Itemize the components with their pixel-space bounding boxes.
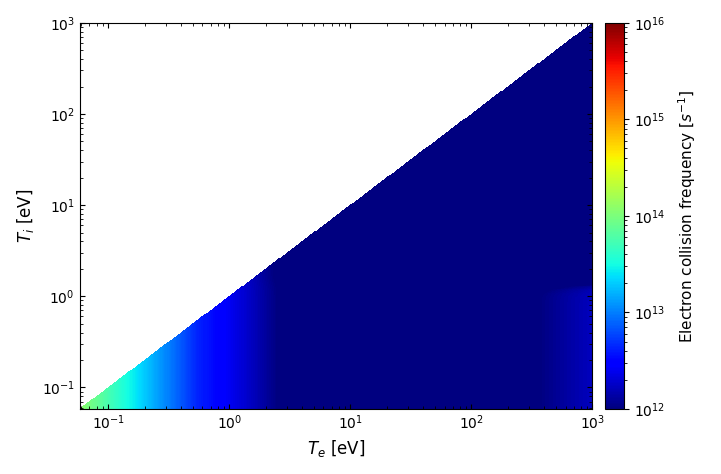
Y-axis label: Electron collision frequency [$s^{-1}$]: Electron collision frequency [$s^{-1}$] <box>676 89 698 343</box>
Y-axis label: $T_i$ [eV]: $T_i$ [eV] <box>15 189 36 243</box>
X-axis label: $T_e$ [eV]: $T_e$ [eV] <box>307 438 365 459</box>
